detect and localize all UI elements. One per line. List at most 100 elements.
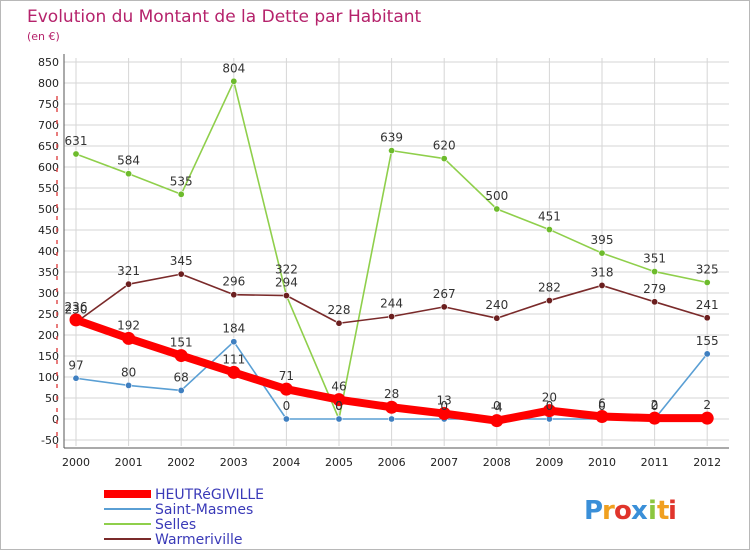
y-tick-label: 200 [38, 329, 59, 342]
data-label: 639 [380, 131, 403, 145]
data-point [227, 365, 241, 379]
data-label: 279 [643, 282, 666, 296]
data-point [440, 155, 448, 163]
data-point [177, 386, 185, 394]
legend-label: HEUTRéGIVILLE [155, 487, 264, 503]
data-point [385, 400, 399, 414]
data-label: 351 [643, 252, 666, 266]
data-label: 241 [696, 298, 719, 312]
data-point [545, 226, 553, 234]
y-tick-label: 100 [38, 371, 59, 384]
data-point [542, 404, 556, 418]
y-tick-label: 750 [38, 98, 59, 111]
data-label: 46 [331, 380, 346, 394]
series-heutr-giville [69, 313, 714, 428]
data-point [545, 297, 553, 305]
data-label: 395 [591, 233, 614, 247]
data-point [177, 270, 185, 278]
chart-subtitle: (en €) [27, 30, 60, 43]
data-label: -4 [491, 401, 503, 415]
y-tick-label: 800 [38, 77, 59, 90]
x-tick-label: 2009 [535, 456, 563, 469]
data-label: 620 [433, 139, 456, 153]
y-tick-label: 700 [38, 119, 59, 132]
data-point [648, 411, 662, 425]
y-tick-label: 600 [38, 161, 59, 174]
data-point [335, 319, 343, 327]
data-point [69, 313, 83, 327]
series-group [69, 77, 714, 428]
y-tick-label: 550 [38, 182, 59, 195]
data-label: 236 [65, 300, 88, 314]
data-label: 325 [696, 263, 719, 277]
data-label: 240 [485, 298, 508, 312]
data-point [651, 268, 659, 276]
data-point [230, 291, 238, 299]
x-tick-label: 2012 [693, 456, 721, 469]
data-point [282, 292, 290, 300]
x-tick-label: 2011 [641, 456, 669, 469]
y-tick-label: 850 [38, 56, 59, 69]
data-label: 535 [170, 174, 193, 188]
data-point [651, 298, 659, 306]
data-point [598, 249, 606, 257]
x-tick-label: 2004 [272, 456, 300, 469]
data-point [437, 407, 451, 421]
data-label: 230 [65, 302, 88, 316]
data-label: 13 [437, 394, 452, 408]
brand-letter: P [584, 496, 603, 526]
data-point [440, 303, 448, 311]
data-label: 244 [380, 297, 403, 311]
data-label: 500 [485, 189, 508, 203]
x-tick-label: 2008 [483, 456, 511, 469]
brand-letter: t [657, 496, 669, 526]
x-tick-label: 2010 [588, 456, 616, 469]
data-label: 0 [651, 399, 659, 413]
data-label: 318 [591, 265, 614, 279]
brand-letter: o [614, 496, 632, 526]
data-label: 804 [222, 61, 245, 75]
data-label: 2 [703, 398, 711, 412]
y-tick-label: 50 [45, 392, 59, 405]
data-point [279, 382, 293, 396]
x-tick-label: 2001 [115, 456, 143, 469]
data-point [230, 77, 238, 85]
y-tick-label: 150 [38, 350, 59, 363]
data-point [335, 415, 343, 423]
data-point [388, 313, 396, 321]
data-labels: 6315845358042940639620500451395351325230… [65, 61, 719, 414]
brand-letter: x [631, 496, 648, 526]
brand-letter: r [602, 496, 615, 526]
data-point [332, 393, 346, 407]
data-label: 155 [696, 334, 719, 348]
data-point [703, 350, 711, 358]
data-label: 0 [440, 399, 448, 413]
data-point [598, 281, 606, 289]
data-label: 294 [275, 276, 298, 290]
data-label: 184 [222, 322, 245, 336]
data-point [388, 415, 396, 423]
data-point [700, 411, 714, 425]
data-point [122, 331, 136, 345]
data-label: 267 [433, 287, 456, 301]
data-label: 0 [283, 399, 291, 413]
data-label: 0 [598, 399, 606, 413]
data-point [282, 415, 290, 423]
data-label: 321 [117, 264, 140, 278]
data-label: 2 [651, 398, 659, 412]
data-label: 71 [279, 369, 294, 383]
data-label: 451 [538, 210, 561, 224]
data-label: 322 [275, 263, 298, 277]
y-tick-label: 450 [38, 224, 59, 237]
legend-label: Saint-Masmes [155, 502, 253, 518]
x-tick-label: 2000 [62, 456, 90, 469]
x-tick-label: 2002 [167, 456, 195, 469]
data-label: 6 [598, 396, 606, 410]
y-tick-label: 400 [38, 245, 59, 258]
x-tick-label: 2005 [325, 456, 353, 469]
data-label: 631 [65, 134, 88, 148]
series-warmeriville [72, 270, 711, 327]
brand-logo: Pr o x i ti [584, 496, 677, 526]
